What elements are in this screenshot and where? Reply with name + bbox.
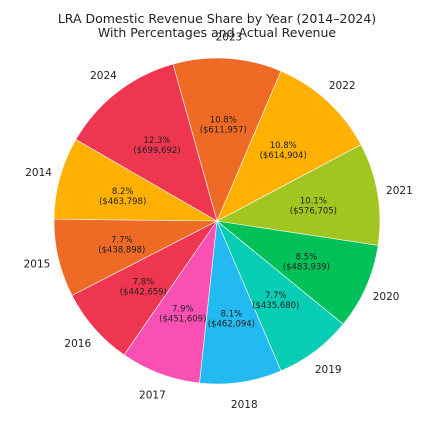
slice-label-2015: 2015 — [24, 259, 51, 271]
slice-revenue-2023: ($611,957) — [200, 125, 247, 135]
slice-percent-2020: 8.5% — [296, 253, 318, 263]
slice-percent-2017: 7.9% — [172, 305, 194, 315]
slice-label-2020: 2020 — [373, 291, 400, 303]
slice-percent-2014: 8.2% — [112, 187, 134, 197]
slice-label-2021: 2021 — [386, 185, 413, 197]
slice-percent-2015: 7.7% — [111, 236, 133, 246]
chart-title: LRA Domestic Revenue Share by Year (2014… — [58, 11, 376, 26]
slice-label-2019: 2019 — [315, 364, 342, 376]
slice-percent-2016: 7.8% — [133, 277, 155, 287]
slice-label-2016: 2016 — [64, 338, 91, 350]
slice-revenue-2017: ($451,609) — [159, 315, 206, 325]
slice-label-2023: 2023 — [216, 31, 243, 43]
slice-label-2017: 2017 — [139, 389, 166, 401]
slice-label-2014: 2014 — [25, 167, 52, 179]
slice-percent-2019: 7.7% — [265, 291, 287, 301]
slice-label-2022: 2022 — [329, 80, 356, 92]
chart-subtitle: With Percentages and Actual Revenue — [98, 25, 337, 40]
slice-revenue-2024: ($699,692) — [133, 146, 180, 156]
pie-labels: 20148.2%($463,798)20157.7%($438,898)2016… — [24, 31, 413, 411]
pie-slice-2022 — [216, 70, 362, 222]
slice-percent-2023: 10.8% — [210, 115, 237, 125]
slice-revenue-2018: ($462,094) — [208, 320, 255, 330]
slice-revenue-2020: ($483,939) — [283, 263, 330, 273]
slice-label-2018: 2018 — [231, 399, 258, 411]
slice-revenue-2019: ($435,680) — [252, 301, 299, 311]
pie-slice-2020 — [215, 220, 379, 325]
slice-revenue-2014: ($463,798) — [99, 197, 146, 207]
slice-percent-2024: 12.3% — [143, 136, 170, 146]
pie-slice-2024 — [75, 63, 218, 222]
slice-label-2024: 2024 — [90, 70, 117, 82]
pie-slice-2021 — [216, 144, 381, 246]
slice-revenue-2021: ($576,705) — [290, 207, 337, 217]
pie-slices — [53, 57, 381, 385]
slice-percent-2021: 10.1% — [300, 197, 327, 207]
slice-percent-2022: 10.8% — [270, 141, 297, 151]
pie-slice-2023 — [172, 57, 282, 222]
slice-revenue-2016: ($442,659) — [120, 287, 167, 297]
slice-revenue-2022: ($614,904) — [260, 151, 307, 161]
slice-percent-2018: 8.1% — [221, 310, 243, 320]
slice-revenue-2015: ($438,898) — [98, 246, 145, 256]
